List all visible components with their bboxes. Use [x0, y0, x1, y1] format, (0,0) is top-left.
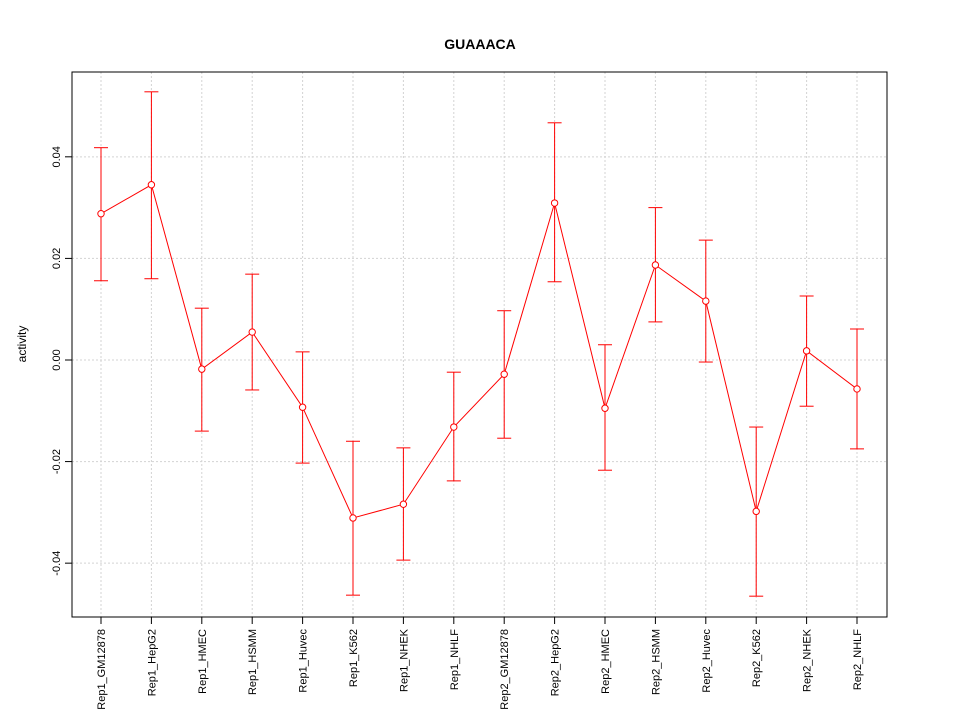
- plot-frame: [71, 71, 888, 618]
- chart-title: GUAAACA: [444, 36, 516, 52]
- x-tick-label: Rep2_K562: [751, 629, 763, 687]
- series: [97, 181, 861, 522]
- y-tick-label: 0.04: [51, 146, 63, 167]
- x-tick-label: Rep1_GM12878: [96, 629, 108, 710]
- series-line: [100, 184, 858, 519]
- y-tick-label: 0.00: [51, 349, 63, 370]
- data-point: [601, 404, 609, 412]
- x-tick-label: Rep1_K562: [348, 629, 360, 687]
- data-point: [147, 181, 156, 189]
- x-tick-label: Rep1_NHEK: [398, 628, 410, 692]
- data-point: [298, 403, 307, 411]
- x-tick-label: Rep2_HMEC: [600, 629, 612, 694]
- x-tick-label: Rep1_NHLF: [449, 629, 461, 690]
- x-tick-label: Rep2_NHEK: [802, 628, 814, 692]
- x-tick-label: Rep2_HSMM: [650, 629, 662, 695]
- x-tick-label: Rep1_HMEC: [197, 629, 209, 694]
- data-point: [651, 261, 660, 269]
- data-point: [550, 199, 559, 207]
- data-point: [248, 328, 256, 336]
- data-point: [853, 385, 861, 393]
- data-point: [802, 347, 811, 355]
- y-tick-label: -0.04: [51, 551, 63, 576]
- data-point: [349, 514, 357, 522]
- data-point: [198, 365, 206, 373]
- x-tick-label: Rep2_NHLF: [852, 629, 864, 690]
- x-tick-label: Rep2_GM12878: [499, 629, 511, 710]
- x-tick-label: Rep1_Huvec: [298, 629, 310, 693]
- x-tick-label: Rep1_HepG2: [146, 629, 158, 696]
- x-tick-label: Rep1_HSMM: [247, 629, 259, 695]
- x-tick-label: Rep2_HepG2: [550, 629, 562, 696]
- axes: Rep1_GM12878 Rep1_HepG2 Rep1_HMEC Rep1_HSMM…: [51, 146, 864, 710]
- data-point: [450, 423, 458, 431]
- data-point: [702, 297, 710, 305]
- y-tick-label: 0.02: [51, 248, 63, 269]
- y-axis-label: activity: [15, 326, 29, 363]
- data-point: [500, 370, 508, 378]
- data-point: [752, 507, 760, 516]
- grid: [72, 72, 887, 617]
- x-tick-label: Rep2_Huvec: [701, 629, 713, 693]
- y-tick-label: -0.02: [51, 449, 63, 474]
- data-point: [97, 210, 105, 218]
- data-point: [399, 500, 408, 508]
- error-bars: [94, 91, 864, 597]
